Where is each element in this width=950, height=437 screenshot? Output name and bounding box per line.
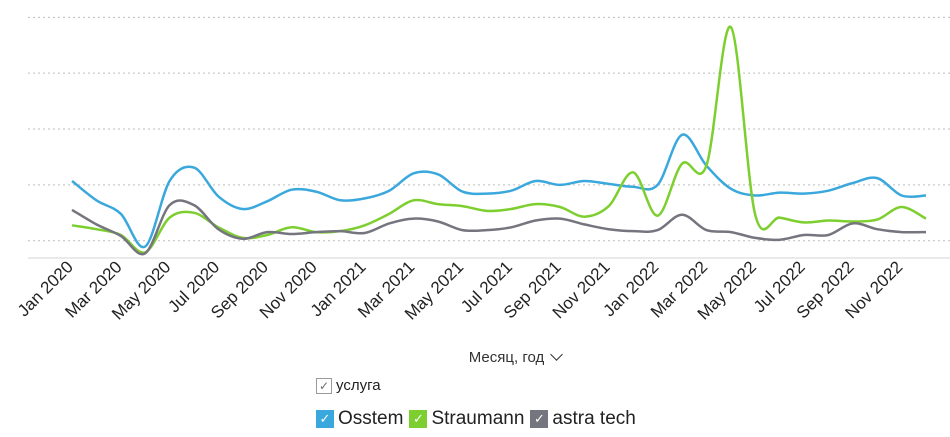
x-axis-title[interactable]: Месяц, год: [0, 348, 950, 366]
legend-item-osstem[interactable]: ✓ Osstem: [316, 408, 403, 430]
series-line-osstem[interactable]: [71, 133, 927, 249]
legend-group-header[interactable]: ✓ услуга: [316, 377, 381, 394]
series-line-astra-tech[interactable]: [71, 199, 927, 256]
series-layer: [71, 25, 927, 256]
legend-label: Osstem: [338, 408, 404, 429]
checkbox-icon[interactable]: ✓: [409, 410, 428, 428]
series-line-straumann[interactable]: [71, 25, 927, 254]
chevron-down-icon[interactable]: [550, 348, 564, 361]
checkbox-icon[interactable]: ✓: [316, 377, 332, 394]
legend-item-straumann[interactable]: ✓ Straumann: [409, 408, 524, 430]
legend-group-label: услуга: [336, 377, 381, 394]
x-axis-title-text: Месяц, год: [468, 349, 545, 366]
legend-item-astra-tech[interactable]: ✓ astra tech: [530, 408, 636, 430]
legend-label: Straumann: [431, 408, 525, 429]
legend-series: ✓ Osstem ✓ Straumann ✓ astra tech: [316, 408, 642, 430]
legend-label: astra tech: [552, 408, 636, 429]
checkbox-icon[interactable]: ✓: [530, 410, 549, 428]
gridlines: [28, 16, 950, 242]
checkbox-icon[interactable]: ✓: [316, 410, 334, 428]
